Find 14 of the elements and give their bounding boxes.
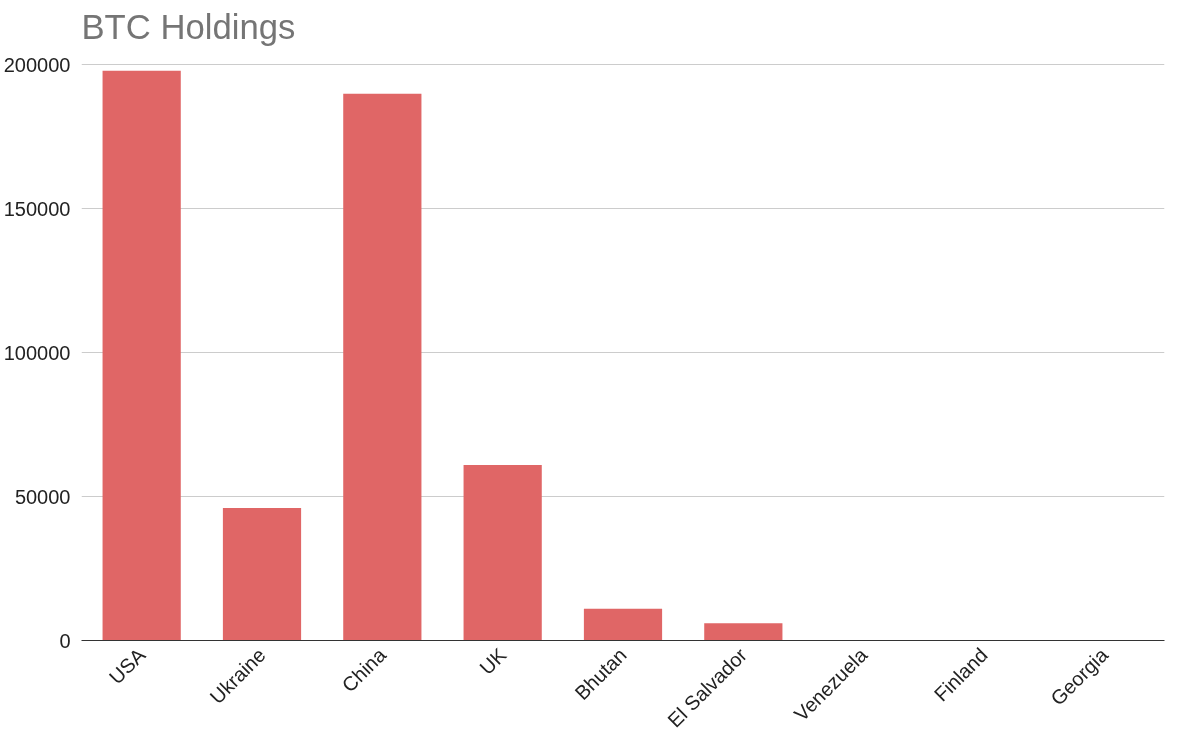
bar — [583, 608, 663, 641]
bar — [222, 508, 302, 641]
y-tick-label: 100000 — [3, 341, 71, 364]
x-tick-label: UK — [475, 643, 511, 679]
chart-title: BTC Holdings — [81, 7, 296, 46]
x-tick-label: USA — [104, 643, 150, 689]
bar — [343, 93, 422, 641]
bar — [102, 70, 181, 641]
y-tick-label: 200000 — [3, 53, 71, 76]
bar — [463, 464, 542, 641]
y-tick-label: 50000 — [14, 485, 71, 508]
bar — [704, 623, 783, 641]
y-tick-label: 0 — [59, 629, 71, 652]
y-tick-label: 150000 — [3, 197, 71, 220]
